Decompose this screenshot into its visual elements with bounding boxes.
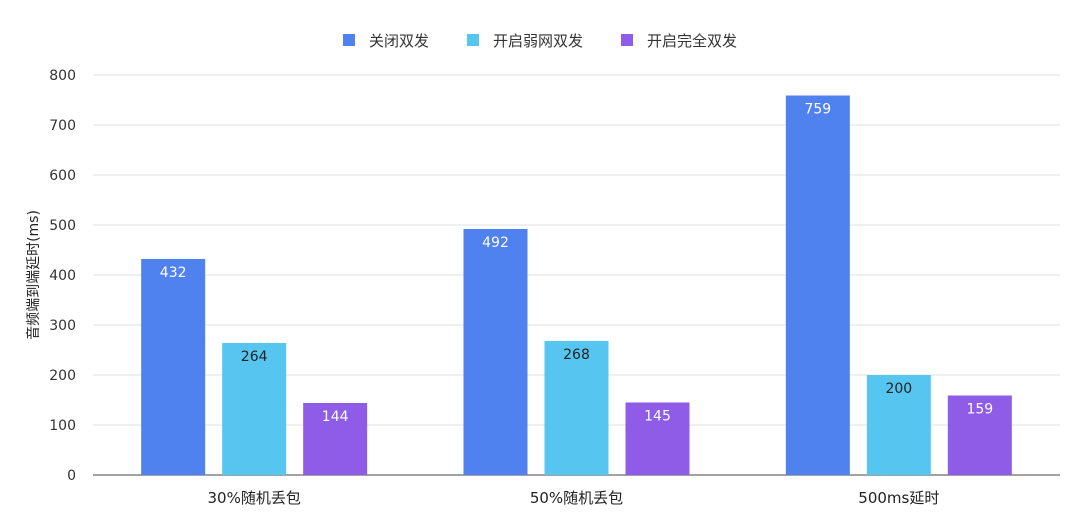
- y-tick-label: 200: [49, 368, 76, 384]
- legend-item: 开启弱网双发: [466, 29, 583, 51]
- data-label: 492: [482, 235, 509, 251]
- x-category-label: 500ms延时: [858, 489, 939, 507]
- y-tick-label: 500: [49, 218, 76, 234]
- bar: [544, 341, 609, 475]
- data-label: 264: [241, 349, 268, 365]
- legend-swatch: [621, 34, 633, 46]
- x-category-label: 50%随机丢包: [530, 489, 623, 507]
- data-label: 200: [885, 381, 912, 397]
- y-tick-label: 300: [49, 318, 76, 334]
- bar: [141, 259, 206, 475]
- y-tick-label: 700: [49, 118, 76, 134]
- y-tick-label: 400: [49, 268, 76, 284]
- bar: [625, 402, 690, 475]
- bar: [785, 95, 850, 475]
- data-label: 159: [966, 402, 993, 418]
- y-tick-label: 0: [67, 468, 76, 484]
- legend-label: 开启弱网双发: [492, 31, 583, 50]
- bar: [303, 403, 368, 475]
- data-label: 145: [644, 409, 671, 425]
- legend-item: 关闭双发: [342, 29, 429, 51]
- y-tick-label: 100: [49, 418, 76, 434]
- data-label: 144: [322, 409, 349, 425]
- legend-item: 开启完全双发: [621, 29, 737, 51]
- bar: [866, 375, 931, 475]
- x-category-label: 30%随机丢包: [207, 489, 300, 507]
- bar: [463, 229, 528, 475]
- data-label: 759: [804, 102, 831, 118]
- bar: [222, 343, 287, 475]
- bar: [947, 395, 1012, 475]
- legend: 关闭双发 开启弱网双发 开启完全双发: [0, 29, 1080, 51]
- legend-label: 开启完全双发: [647, 31, 738, 50]
- legend-label: 关闭双发: [368, 31, 429, 50]
- y-tick-label: 600: [49, 168, 76, 184]
- legend-swatch: [342, 34, 355, 46]
- data-label: 268: [563, 347, 590, 363]
- legend-swatch: [466, 34, 479, 46]
- y-tick-label: 800: [49, 68, 76, 84]
- data-label: 432: [160, 265, 187, 281]
